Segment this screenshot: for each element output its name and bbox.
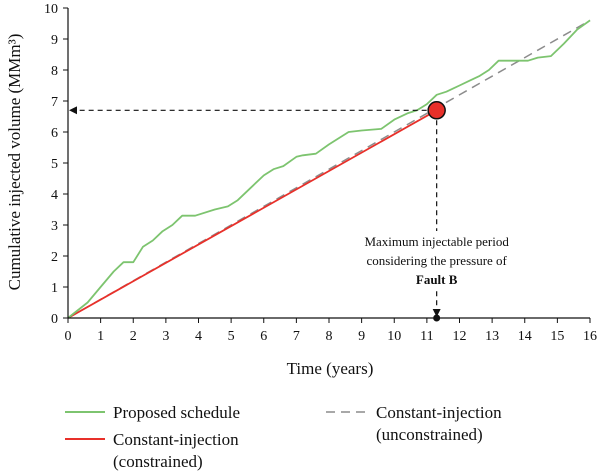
x-tick-label-12: 12 [453,329,467,344]
x-tick-label-15: 15 [550,329,564,344]
annotation-line-1: Maximum injectable period [364,234,509,249]
legend: Proposed schedule Constant-injection (co… [65,403,502,471]
x-tick-label-16: 16 [583,329,597,344]
legend-label-unconstrained-1: Constant-injection [376,403,502,422]
x-tick-label-1: 1 [97,329,104,344]
y-tick-label-1: 1 [51,281,58,296]
x-tick-label-8: 8 [326,329,333,344]
limit-marker [427,101,446,120]
x-tick-label-2: 2 [130,329,137,344]
annotation-line-2: considering the pressure of [366,253,507,268]
x-tick-label-14: 14 [518,329,532,344]
x-tick-label-4: 4 [195,329,202,344]
y-tick-label-10: 10 [44,2,58,17]
x-tick-label-6: 6 [260,329,267,344]
y-tick-label-5: 5 [51,157,58,172]
series-constant-injection-unconstrained [67,19,591,319]
y-tick-label-0: 0 [51,312,58,327]
legend-label-constrained-1: Constant-injection [113,430,239,449]
y-tick-label-2: 2 [51,250,58,265]
legend-label-proposed: Proposed schedule [113,403,240,422]
series-proposed-schedule [67,19,591,319]
plot-area [67,19,591,319]
y-axis-title: Cumulative injected volume (MMm³) [5,34,24,291]
y-tick-label-3: 3 [51,219,58,234]
x-tick-label-10: 10 [387,329,401,344]
x-tick-label-13: 13 [485,329,499,344]
legend-label-constrained-2: (constrained) [113,452,203,471]
x-tick-label-7: 7 [293,329,300,344]
y-tick-label-6: 6 [51,126,58,141]
series-constant-injection-constrained [67,109,438,319]
x-tick-label-11: 11 [420,329,433,344]
x-tick-label-5: 5 [228,329,235,344]
y-tick-label-9: 9 [51,33,58,48]
axes [63,7,591,323]
annotation-group: Maximum injectable period considering the… [69,101,532,322]
y-tick-label-4: 4 [51,188,58,203]
x-tick-label-3: 3 [162,329,169,344]
y-tick-label-7: 7 [51,95,58,110]
y-tick-label-8: 8 [51,64,58,79]
annotation-bold: Fault B [416,272,458,287]
x-axis-point [433,314,441,322]
x-tick-label-0: 0 [65,329,72,344]
legend-label-unconstrained-2: (unconstrained) [376,425,483,444]
x-tick-label-9: 9 [358,329,365,344]
annotation-bg [341,231,532,289]
x-axis-title: Time (years) [287,359,374,378]
